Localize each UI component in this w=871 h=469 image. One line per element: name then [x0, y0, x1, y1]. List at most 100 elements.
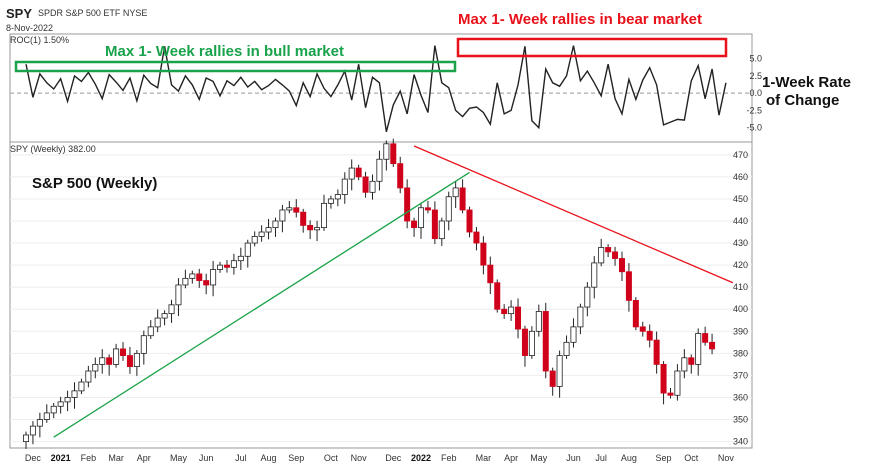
candle-body: [667, 392, 674, 396]
trendline: [413, 145, 734, 284]
trendlines: [53, 145, 734, 438]
candle-body: [695, 333, 702, 365]
candle-body: [341, 178, 348, 195]
x-tick-label: Mar: [476, 453, 492, 463]
x-tick-label: Jun: [566, 453, 581, 463]
candle-body: [528, 330, 535, 356]
candle-body: [210, 269, 217, 286]
candle-body: [203, 280, 210, 286]
candle-body: [404, 187, 411, 222]
x-tick-label: Dec: [25, 453, 42, 463]
x-tick-label: Apr: [137, 453, 151, 463]
x-tick-label: 2022: [411, 453, 431, 463]
candle-body: [563, 341, 570, 356]
candle-body: [293, 207, 300, 213]
candle-body: [639, 326, 646, 332]
roc-line: [25, 45, 727, 132]
x-tick-label: Feb: [441, 453, 457, 463]
candle-body: [681, 357, 688, 372]
price-series-label: SPY (Weekly) 382.00: [10, 144, 96, 154]
candle-body: [265, 227, 272, 233]
candle-body: [501, 308, 508, 315]
candle-body: [147, 326, 154, 337]
bear-rally-box: [456, 37, 728, 58]
x-tick-label: Aug: [261, 453, 277, 463]
candle-body: [244, 242, 251, 257]
x-tick-label: Oct: [324, 453, 339, 463]
candle-body: [376, 158, 383, 182]
candle-body: [618, 258, 625, 273]
candle-body: [418, 207, 425, 229]
candle-body: [279, 209, 286, 222]
candle-body: [362, 176, 369, 193]
candle-body: [120, 348, 127, 356]
candle-body: [168, 304, 175, 315]
candle-body: [189, 273, 196, 279]
x-tick-label: Oct: [684, 453, 699, 463]
candle-body: [605, 247, 612, 253]
candle-body: [348, 167, 355, 180]
candle-body: [196, 273, 203, 281]
candle-body: [251, 236, 258, 244]
candle-body: [300, 211, 307, 226]
candle-body: [355, 167, 362, 178]
candle-body: [85, 370, 92, 383]
candle-body: [584, 286, 591, 308]
candle-body: [29, 425, 36, 436]
candle-body: [369, 180, 376, 193]
candle-body: [113, 348, 120, 365]
candle-body: [314, 227, 321, 231]
x-tick-label: Sep: [656, 453, 672, 463]
price-tick-label: 360: [733, 392, 748, 402]
candle-body: [397, 163, 404, 189]
candle-body: [542, 311, 549, 372]
price-tick-label: 370: [733, 370, 748, 380]
candle-body: [598, 247, 605, 264]
candle-body: [50, 405, 57, 414]
price-tick-label: 410: [733, 282, 748, 292]
candle-body: [577, 306, 584, 328]
x-tick-label: 2021: [51, 453, 71, 463]
candle-body: [632, 300, 639, 328]
candle-body: [452, 187, 459, 198]
candle-body: [438, 220, 445, 240]
chart-title: S&P 500 (Weekly): [32, 175, 158, 192]
candle-body: [625, 271, 632, 301]
price-y-ticks: 470 460 450 440 430 420 410 400 390 380 370 360 350 3…: [733, 150, 748, 447]
bear-market-annotation: Max 1- Week rallies in bear market: [458, 11, 703, 28]
candle-body: [320, 202, 327, 229]
price-tick-label: 440: [733, 216, 748, 226]
candle-body: [535, 311, 542, 332]
candle-body: [508, 306, 515, 315]
roc-panel: 5.0 2.5 0.0 -2.5 -5.0: [9, 33, 762, 143]
price-tick-label: 340: [733, 437, 748, 447]
price-tick-label: 450: [733, 194, 748, 204]
candle-body: [431, 209, 438, 240]
candle-body: [515, 306, 522, 330]
candle-body: [64, 397, 71, 403]
roc-tick-label: 2.5: [749, 71, 762, 81]
candle-body: [307, 225, 314, 231]
candle-body: [92, 363, 99, 372]
candle-body: [99, 357, 106, 365]
chart-date: 8-Nov-2022: [6, 23, 54, 33]
price-tick-label: 380: [733, 348, 748, 358]
candle-body: [494, 282, 501, 310]
candle-body: [466, 209, 473, 233]
x-tick-label: Apr: [504, 453, 518, 463]
candle-body: [78, 381, 85, 392]
candle-body: [487, 264, 494, 284]
candle-body: [660, 363, 667, 394]
price-tick-label: 460: [733, 172, 748, 182]
candle-body: [175, 284, 182, 306]
x-axis-labels: Dec 2021 Feb Mar Apr May Jun Jul Aug Sep Oct Nov Dec…: [25, 453, 735, 463]
candle-body: [521, 328, 528, 356]
bull-market-annotation: Max 1- Week rallies in bull market: [105, 43, 344, 60]
price-tick-label: 420: [733, 260, 748, 270]
candle-body: [445, 196, 452, 222]
candle-body: [57, 401, 64, 407]
candle-body: [702, 333, 709, 343]
candle-body: [140, 335, 147, 354]
candle-body: [258, 231, 265, 237]
